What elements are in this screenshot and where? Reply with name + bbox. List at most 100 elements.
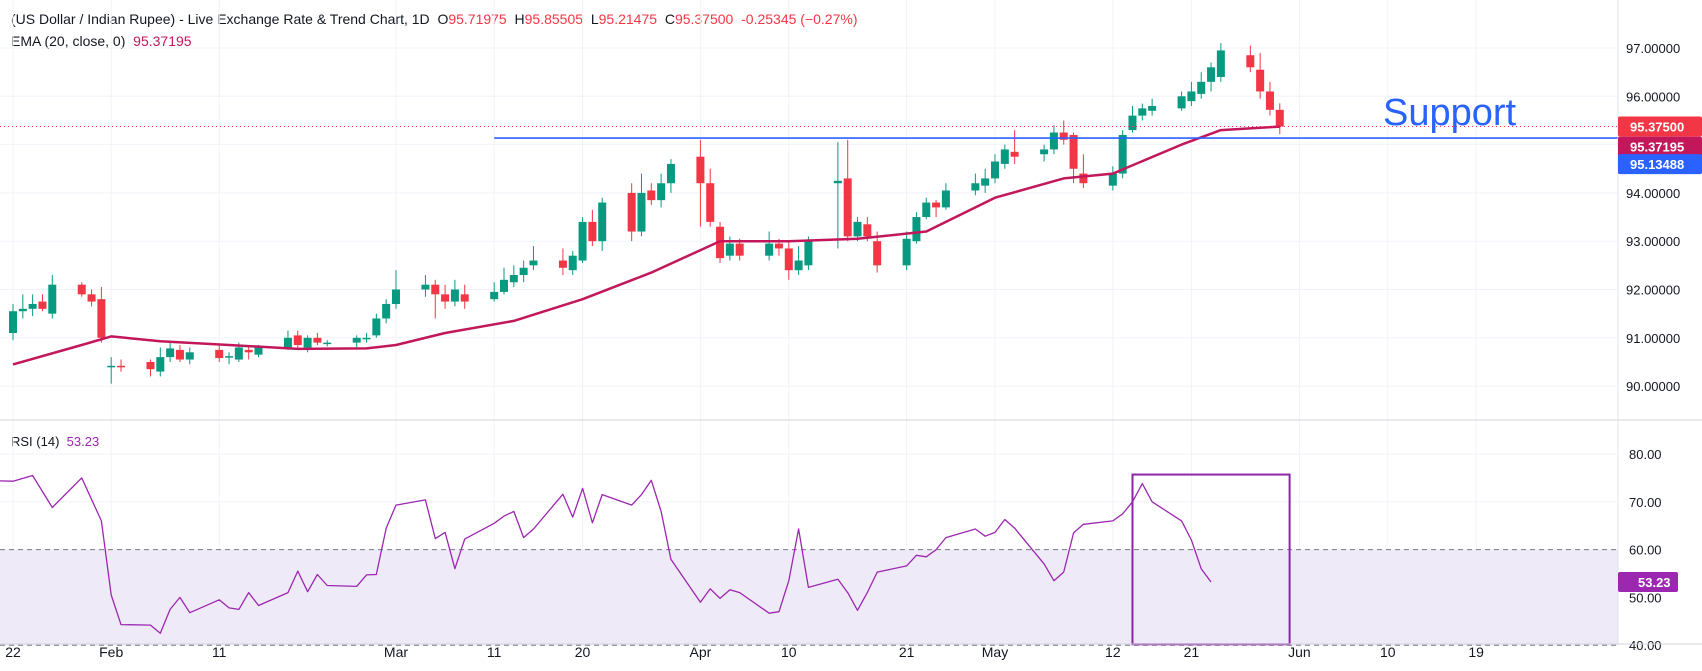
ema-price-tag: 95.37195: [1630, 140, 1684, 155]
candle-body: [1256, 69, 1265, 92]
candle-body: [873, 241, 882, 266]
rsi-axis-tick-label: 80.00: [1629, 447, 1662, 462]
price-axis-tick-label: 96.00000: [1626, 89, 1680, 104]
symbol-title: (US Dollar / Indian Rupee) - Live Exchan…: [11, 11, 430, 27]
support-price-tag-bg: [1618, 154, 1702, 175]
last-price-tag-bg: [1618, 116, 1702, 137]
candle-body: [1187, 91, 1196, 102]
ema-line: [12, 125, 1280, 366]
candle-body: [568, 255, 577, 271]
candle-body: [627, 192, 636, 232]
candle-body: [971, 183, 980, 191]
time-axis-tick-label: 21: [1184, 644, 1200, 660]
ema-label: EMA (20, close, 0): [11, 33, 126, 49]
low-label: L: [590, 11, 599, 27]
candle-body: [1128, 115, 1137, 131]
candle-body: [725, 243, 734, 256]
rsi-axis-tick-label: 60.00: [1629, 543, 1662, 558]
candle-body: [156, 357, 165, 372]
candle-body: [529, 260, 538, 266]
price-axis-tick-label: 90.00000: [1626, 379, 1680, 394]
candle-body: [87, 294, 96, 302]
candle-body: [598, 202, 607, 242]
candle-body: [509, 275, 518, 283]
candle-body: [1040, 149, 1049, 155]
candle-body: [932, 202, 941, 208]
candle-body: [1207, 67, 1216, 82]
candle-body: [1079, 173, 1088, 184]
candle-body: [460, 294, 469, 302]
rsi-value-tag: 53.23: [1638, 575, 1671, 590]
time-axis-tick-label: 11: [212, 644, 227, 660]
candle-body: [657, 183, 666, 201]
ema-legend[interactable]: EMA (20, close, 0) 95.37195: [11, 33, 192, 49]
candle-body: [234, 347, 243, 360]
rsi-axis-tick-label: 40.00: [1629, 638, 1662, 653]
time-axis-tick-label: 22: [5, 644, 21, 660]
candle-body: [500, 279, 508, 292]
candle-body: [1069, 134, 1078, 169]
time-axis-tick-label: 10: [781, 644, 797, 660]
candle-body: [450, 289, 459, 302]
candle-body: [1177, 96, 1186, 109]
last-price-tag: 95.37500: [1630, 119, 1684, 134]
candle-body: [1049, 132, 1058, 150]
high-label: H: [514, 11, 525, 27]
rsi-axis-tick-label: 70.00: [1629, 495, 1662, 510]
candle-body: [9, 311, 17, 333]
candle-body: [735, 243, 744, 256]
support-annotation: Support: [1383, 92, 1517, 134]
time-axis-tick-label: 11: [487, 644, 502, 660]
open-value: 95.71975: [448, 11, 507, 27]
candle-body: [382, 303, 391, 319]
time-axis-tick-label: 10: [1380, 644, 1396, 660]
candle-body: [391, 289, 400, 304]
candle-body: [922, 202, 931, 218]
candle-body: [588, 221, 597, 242]
time-axis-tick-label: 12: [1105, 644, 1121, 660]
candle-body: [706, 183, 715, 222]
low-value: 95.21475: [598, 11, 658, 27]
candles-layer: [9, 43, 1284, 384]
candle-body: [372, 318, 381, 336]
candle-body: [48, 284, 57, 314]
close-label: C: [664, 11, 675, 27]
candle-body: [1246, 55, 1255, 68]
candle-body: [853, 221, 862, 237]
rsi-label: RSI (14): [11, 434, 60, 449]
candle-body: [362, 337, 371, 340]
candle-body: [1265, 91, 1274, 110]
candle-body: [293, 335, 302, 346]
candle-body: [666, 163, 675, 184]
candle-body: [1148, 105, 1157, 111]
candle-body: [991, 161, 999, 179]
candle-body: [77, 284, 86, 295]
time-axis-tick-label: 21: [899, 644, 915, 660]
price-axis-tick-label: 94.00000: [1626, 186, 1680, 201]
candle-body: [313, 337, 322, 343]
candle-body: [696, 156, 705, 184]
time-axis-tick-label: Feb: [99, 644, 123, 660]
rsi-value-tag-bg: [1618, 571, 1678, 592]
candle-body: [519, 267, 528, 276]
ema-price-tag-bg: [1618, 136, 1702, 157]
candle-body: [175, 349, 184, 360]
candle-body: [912, 217, 921, 242]
time-axis-tick-label: Jun: [1288, 644, 1311, 660]
rsi-band: [0, 549, 1618, 646]
candle-body: [490, 291, 499, 300]
candle-body: [765, 243, 774, 256]
candle-body: [323, 342, 332, 345]
candle-body: [784, 248, 793, 271]
time-axis-tick-label: Apr: [690, 644, 712, 660]
time-axis-tick-label: May: [982, 644, 1008, 660]
candle-body: [117, 365, 126, 368]
candle-body: [185, 352, 194, 360]
candle-body: [421, 284, 430, 290]
candle-body: [441, 294, 450, 302]
candle-body: [146, 361, 155, 370]
price-axis-tick-label: 91.00000: [1626, 331, 1680, 346]
rsi-legend[interactable]: RSI (14) 53.23: [11, 434, 99, 449]
